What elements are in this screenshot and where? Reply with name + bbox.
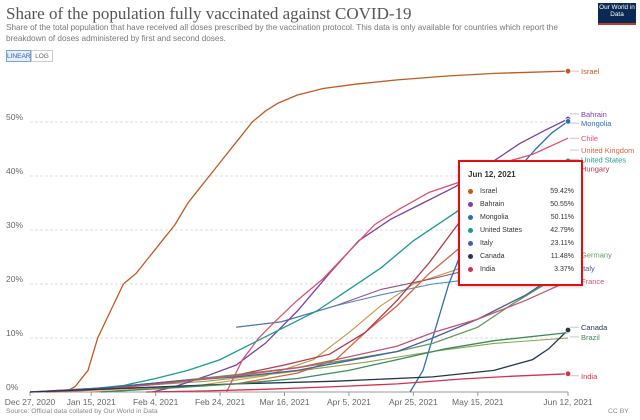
source-note[interactable]: Source: Official data collated by Our Wo… (6, 408, 158, 415)
tooltip-color-dot (468, 254, 473, 259)
tooltip-value: 50.55% (550, 201, 574, 208)
y-tick-label: 40% (6, 166, 23, 176)
y-tick-label: 30% (6, 220, 23, 230)
tooltip-color-dot (468, 189, 473, 194)
series-label-mongolia: Mongolia (581, 119, 612, 128)
y-tick-label: 0% (6, 382, 19, 392)
x-tick-label: Jan 15, 2021 (67, 397, 116, 407)
tooltip-value: 11.48% (550, 253, 574, 260)
series-label-italy: Italy (581, 264, 595, 273)
series-line-canada (29, 329, 569, 393)
series-label-france: France (581, 277, 604, 286)
tooltip-row: United States 42.79% (466, 225, 578, 236)
series-label-india: India (581, 372, 598, 381)
logo-text: Our World in Data (599, 4, 635, 18)
tooltip-country-name: Bahrain (480, 201, 505, 208)
series-line-italy (29, 266, 569, 393)
endpoint-dot-canada (564, 326, 572, 334)
y-tick-label: 50% (6, 112, 23, 122)
series-line-israel (65, 70, 569, 393)
series-label-israel: Israel (581, 67, 600, 76)
tooltip-value: 42.79% (550, 227, 574, 234)
series-label-brazil: Brazil (581, 333, 600, 342)
tooltip-country-name: United States (480, 227, 523, 234)
x-tick-label: May 15, 2021 (452, 397, 504, 407)
tooltip-country-name: Italy (480, 240, 493, 247)
tooltip-country-name: Israel (480, 188, 498, 195)
tooltip-row: Italy 23.11% (466, 238, 578, 249)
x-tick-label: Mar 16, 2021 (259, 397, 309, 407)
tooltip-color-dot (468, 215, 473, 220)
chart-subtitle: Share of the total population that have … (6, 23, 558, 43)
tooltip-color-dot (468, 202, 473, 207)
series-label-bahrain: Bahrain (581, 110, 607, 119)
tooltip-country-name: Mongolia (480, 214, 509, 221)
x-tick-label: Apr 25, 2021 (389, 397, 438, 407)
endpoint-dot-india (564, 370, 572, 378)
series-line-india (145, 373, 569, 393)
series-label-germany: Germany (581, 250, 612, 259)
unlabeled-series-line (46, 337, 569, 393)
logo-bar (598, 23, 636, 25)
x-tick-label: Feb 4, 2021 (133, 397, 179, 407)
tooltip-row: Canada 11.48% (466, 251, 578, 262)
tooltip-color-dot (468, 241, 473, 246)
tooltip-row: Mongolia 50.11% (466, 212, 578, 223)
y-tick-label: 10% (6, 328, 23, 338)
series-label-hungary: Hungary (581, 164, 610, 173)
series-line-brazil (100, 331, 569, 393)
chart-title: Share of the population fully vaccinated… (6, 4, 412, 23)
tooltip-country-name: India (480, 266, 496, 273)
series-label-canada: Canada (581, 323, 608, 332)
x-tick-label: Apr 5, 2021 (327, 397, 371, 407)
x-tick-label: Jun 12, 2021 (543, 397, 592, 407)
series-label-united-states: United States (581, 155, 626, 164)
endpoint-dot-mongolia (564, 118, 572, 125)
x-tick-label: Dec 27, 2020 (5, 397, 56, 407)
y-tick-label: 20% (6, 274, 23, 284)
log-scale-button[interactable]: LOG (31, 50, 53, 62)
x-tick-label: Feb 24, 2021 (195, 397, 245, 407)
tooltip-color-dot (468, 228, 473, 233)
tooltip-row: Israel 59.42% (466, 186, 578, 197)
series-label-chile: Chile (581, 134, 598, 143)
owid-logo[interactable]: Our World in Data (598, 3, 636, 25)
tooltip-row: Bahrain 50.55% (466, 199, 578, 210)
tooltip-value: 50.11% (550, 214, 574, 221)
endpoint-dot-israel (564, 67, 572, 75)
linear-scale-button[interactable]: LINEAR (6, 50, 31, 62)
series-label-united-kingdom: United Kingdom (581, 146, 634, 155)
tooltip-row: India 3.37% (466, 264, 578, 275)
tooltip-value: 59.42% (550, 188, 574, 195)
tooltip-color-dot (468, 267, 473, 272)
tooltip-value: 3.37% (554, 266, 574, 273)
tooltip-value: 23.11% (550, 240, 574, 247)
hover-tooltip: Jun 12, 2021 Israel 59.42% Bahrain 50.55% Mo… (458, 160, 583, 286)
license-label[interactable]: CC BY (608, 408, 629, 415)
tooltip-country-name: Canada (480, 253, 505, 260)
series-line-france (29, 280, 569, 393)
tooltip-date: Jun 12, 2021 (468, 170, 516, 179)
